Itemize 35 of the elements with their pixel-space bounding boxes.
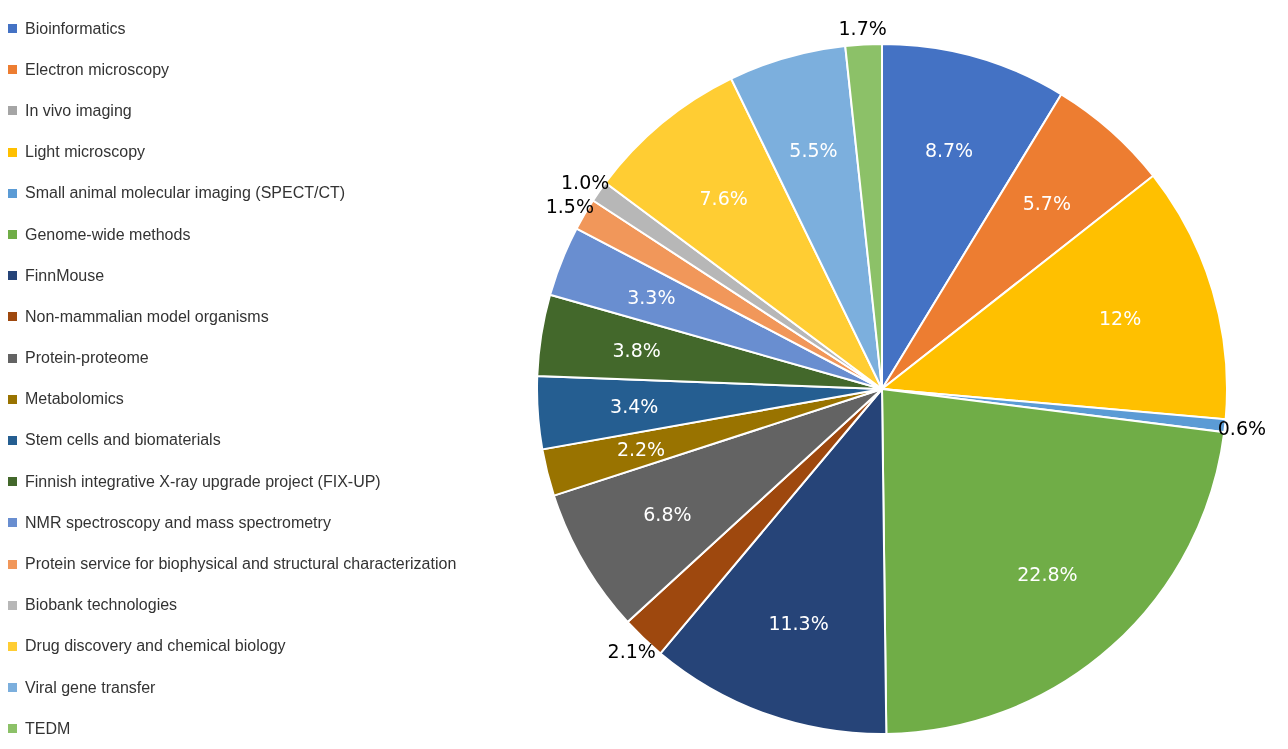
data-label: 22.8% xyxy=(1017,563,1078,586)
legend-label: Bioinformatics xyxy=(25,19,126,38)
legend-label: Genome-wide methods xyxy=(25,225,191,244)
legend-label: TEDM xyxy=(25,719,71,738)
data-label: 0.6% xyxy=(1217,416,1267,439)
legend-label: Stem cells and biomaterials xyxy=(25,431,221,450)
legend-label: FinnMouse xyxy=(25,266,105,285)
legend-label: Protein service for biophysical and structural characterization xyxy=(25,555,457,574)
legend-label: Drug discovery and chemical biology xyxy=(25,637,286,656)
data-label: 2.2% xyxy=(616,438,666,461)
legend-label: Non-mammalian model organisms xyxy=(25,307,269,326)
data-label: 3.8% xyxy=(612,339,661,362)
data-label: 5.5% xyxy=(789,139,838,162)
data-label: 1.7% xyxy=(838,16,887,39)
data-label: 12% xyxy=(1098,307,1142,330)
legend-label: Electron microscopy xyxy=(25,60,170,79)
data-label: 1.0% xyxy=(561,170,610,193)
legend-label: NMR spectroscopy and mass spectrometry xyxy=(25,513,331,532)
data-label: 2.1% xyxy=(607,639,656,662)
data-label: 3.4% xyxy=(610,395,659,418)
data-label: 3.3% xyxy=(627,285,676,308)
data-label: 5.7% xyxy=(1022,192,1071,215)
data-label: 7.6% xyxy=(699,186,748,209)
data-label: 1.5% xyxy=(545,194,594,217)
legend-label: Small animal molecular imaging (SPECT/CT) xyxy=(25,184,346,203)
legend-label: Finnish integrative X-ray upgrade project (FIX-UP) xyxy=(25,472,381,491)
legend-label: Viral gene transfer xyxy=(25,678,156,697)
legend-label: Metabolomics xyxy=(25,390,124,409)
data-label: 8.7% xyxy=(924,138,974,161)
data-label: 6.8% xyxy=(643,503,692,526)
legend-label: Protein-proteome xyxy=(25,349,149,368)
legend-label: In vivo imaging xyxy=(25,101,132,120)
legend-label: Biobank technologies xyxy=(25,596,178,615)
data-label: 11.3% xyxy=(768,611,829,634)
legend-label: Light microscopy xyxy=(25,143,146,162)
